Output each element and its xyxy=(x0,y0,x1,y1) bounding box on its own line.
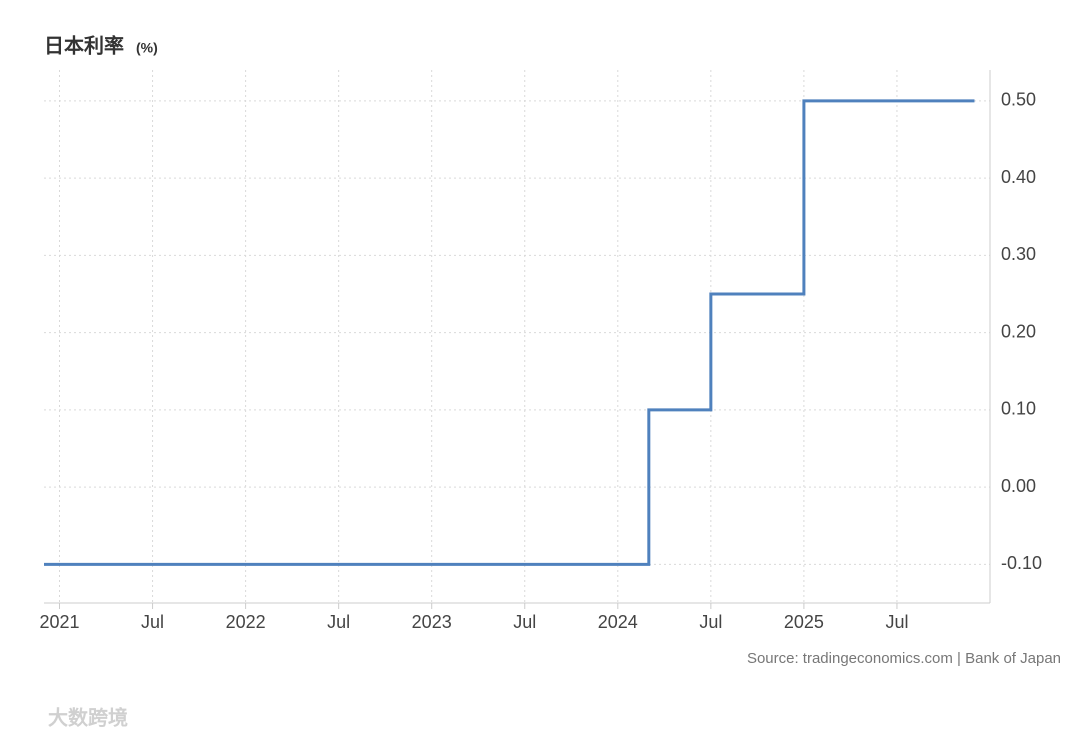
chart-unit: (%) xyxy=(136,40,158,56)
chart-title: 日本利率 xyxy=(44,33,124,57)
x-tick-label: Jul xyxy=(327,612,350,632)
x-tick-label: 2022 xyxy=(226,612,266,632)
y-tick-label: 0.50 xyxy=(1001,90,1036,110)
x-tick-label: Jul xyxy=(885,612,908,632)
x-tick-label: 2024 xyxy=(598,612,638,632)
x-tick-label: Jul xyxy=(141,612,164,632)
y-tick-label: 0.30 xyxy=(1001,244,1036,264)
x-tick-label: 2023 xyxy=(412,612,452,632)
y-tick-label: -0.10 xyxy=(1001,553,1042,573)
y-tick-label: 0.00 xyxy=(1001,476,1036,496)
x-tick-label: Jul xyxy=(513,612,536,632)
x-tick-label: 2025 xyxy=(784,612,824,632)
x-tick-label: 2021 xyxy=(39,612,79,632)
data-line xyxy=(44,99,975,566)
source: Source: tradingeconomics.com | Bank of J… xyxy=(747,650,1061,667)
watermark: 大数跨境 xyxy=(48,705,128,729)
x-tick-label: Jul xyxy=(699,612,722,632)
y-tick-label: 0.20 xyxy=(1001,321,1036,341)
y-tick-label: 0.40 xyxy=(1001,167,1036,187)
y-tick-label: 0.10 xyxy=(1001,399,1036,419)
